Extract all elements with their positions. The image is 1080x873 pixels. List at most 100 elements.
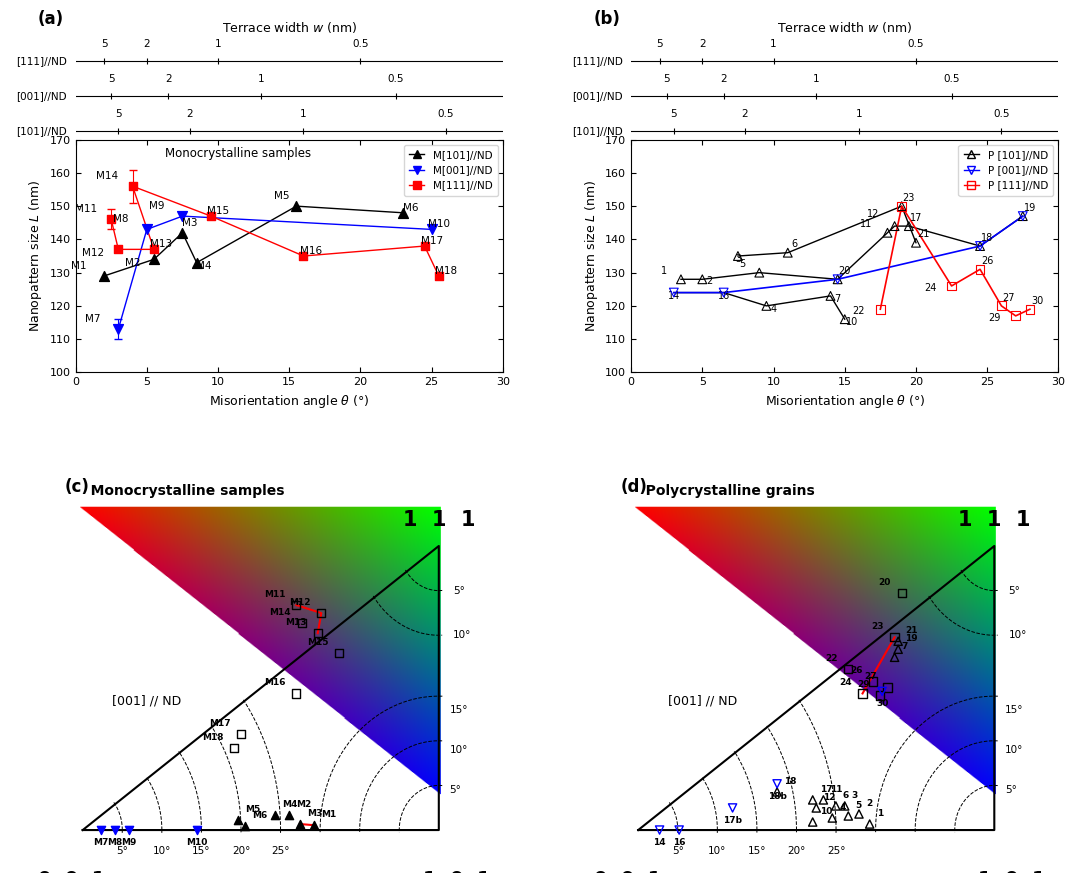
Text: 1: 1 [855,109,862,119]
Text: M13: M13 [285,618,307,627]
Point [854,686,872,700]
Text: 10°: 10° [1009,630,1027,640]
Text: 20: 20 [838,266,851,276]
Text: 1  1  1: 1 1 1 [403,510,475,530]
Point [822,289,839,303]
Text: 1: 1 [215,39,221,49]
Text: 30: 30 [1031,296,1043,306]
Text: Polycrystalline grains: Polycrystalline grains [631,484,814,498]
Text: M3: M3 [307,809,322,818]
Text: 21: 21 [905,626,918,636]
Text: 17: 17 [820,785,833,794]
Text: M11: M11 [75,204,96,215]
Text: 16: 16 [717,291,730,301]
Point [673,272,690,286]
Text: 1: 1 [877,809,883,818]
Point [430,269,447,283]
Text: 4: 4 [839,803,846,812]
Text: M16: M16 [265,678,286,687]
Text: M10: M10 [186,838,207,847]
Text: 1: 1 [257,74,265,84]
Point [850,807,867,821]
Point [226,740,243,754]
Text: 0.5: 0.5 [907,39,924,49]
Text: 22: 22 [853,306,865,316]
Text: M11: M11 [265,590,286,599]
Text: 27: 27 [864,672,877,682]
Point [188,823,205,837]
Point [886,650,903,664]
Text: M17: M17 [208,718,230,727]
Point [769,777,786,791]
Text: 6: 6 [792,239,798,250]
Text: 5°: 5° [672,846,684,856]
Text: 5: 5 [855,801,862,810]
Point [313,606,330,620]
Text: 5: 5 [100,39,107,49]
Point [724,801,741,815]
Point [886,630,903,644]
Point [671,823,688,837]
Text: 30: 30 [876,699,889,709]
Point [1007,309,1024,323]
Point [106,823,123,837]
Text: 5°: 5° [117,846,129,856]
Text: [111]//ND: [111]//ND [16,56,67,66]
Text: (b): (b) [593,10,620,28]
Text: 1: 1 [813,74,820,84]
Text: 1: 1 [300,109,307,119]
Legend: M[101]//ND, M[001]//ND, M[111]//ND: M[101]//ND, M[001]//ND, M[111]//ND [404,145,498,196]
Text: 20°: 20° [232,846,251,856]
Point [110,322,127,336]
Point [769,785,786,799]
Point [146,243,163,257]
Text: M12: M12 [289,598,311,607]
Point [907,236,924,250]
Text: 15°: 15° [1005,705,1024,714]
Legend: P [101]//ND, P [001]//ND, P [111]//ND: P [101]//ND, P [001]//ND, P [111]//ND [958,145,1053,196]
Text: 10°: 10° [152,846,171,856]
Text: M9: M9 [149,201,164,211]
Point [839,663,856,677]
Point [92,823,109,837]
Text: 5°: 5° [1005,785,1017,795]
Text: [101]//ND: [101]//ND [571,126,622,136]
Point [804,815,822,829]
Text: 22: 22 [825,655,838,663]
Point [287,598,305,612]
Text: 1: 1 [661,266,667,276]
Text: 2: 2 [706,276,713,286]
Text: 0.5: 0.5 [994,109,1010,119]
Text: M18: M18 [202,732,224,742]
Text: Monocrystalline samples: Monocrystalline samples [76,484,284,498]
Point [886,219,903,233]
Point [827,799,845,813]
Text: 2: 2 [866,799,873,808]
Text: 5: 5 [657,39,663,49]
Text: [001]//ND: [001]//ND [16,91,67,101]
Point [836,799,853,813]
Text: M6: M6 [252,811,267,820]
Text: 10°: 10° [453,630,472,640]
Text: 20: 20 [879,578,891,587]
Point [829,272,847,286]
Point [287,686,305,700]
Point [890,635,907,649]
Text: 5: 5 [739,259,745,269]
Text: 2: 2 [165,74,172,84]
Text: M15: M15 [207,206,229,217]
Text: 0.5: 0.5 [352,39,368,49]
Title: Terrace width $w$ (nm): Terrace width $w$ (nm) [778,20,913,35]
Point [394,206,411,220]
Point [829,272,847,286]
Text: M15: M15 [307,638,328,647]
Text: 4: 4 [770,304,777,314]
Point [824,811,841,825]
X-axis label: Misorientation angle $\theta$ (°): Misorientation angle $\theta$ (°) [210,393,369,409]
Point [188,256,205,270]
Text: [001] // ND: [001] // ND [667,695,737,708]
Text: 3: 3 [852,791,859,800]
Text: 21: 21 [917,230,929,239]
Point [295,249,312,263]
Point [729,249,746,263]
